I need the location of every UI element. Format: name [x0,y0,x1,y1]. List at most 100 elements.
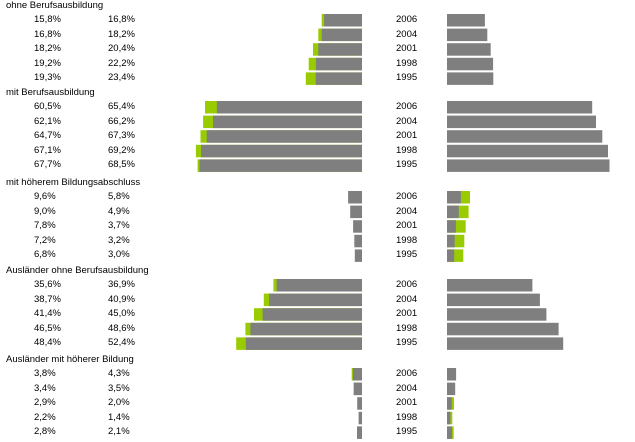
value-label-2: 3,0% [108,249,130,261]
year-label: 1995 [396,426,418,438]
left-bar [250,322,362,336]
year-label: 2001 [396,130,418,142]
left-bar [269,293,362,307]
value-label-2: 22,2% [108,57,135,69]
value-label-2: 3,7% [108,220,130,232]
right-bar [447,293,540,307]
group-title: ohne Berufsausbildung [6,0,104,11]
year-label: 1995 [396,249,418,261]
value-label-1: 38,7% [34,293,61,305]
value-label-2: 18,2% [108,28,135,40]
value-label-2: 4,3% [108,368,130,379]
value-label-1: 9,0% [34,205,56,217]
right-bar [447,205,459,219]
right-bar [447,130,603,143]
left-bar [318,43,362,56]
value-label-1: 19,2% [34,57,61,69]
value-label-2: 45,0% [108,308,135,320]
value-label-1: 2,2% [34,411,56,423]
value-label-2: 69,2% [108,144,135,156]
right-bar [447,14,485,27]
year-label: 1998 [396,322,418,334]
value-label-2: 52,4% [108,337,135,349]
year-label: 2006 [396,14,418,25]
left-bar [358,411,362,425]
value-label-1: 46,5% [34,322,61,334]
year-label: 2004 [396,205,418,217]
value-label-2: 36,9% [108,279,135,290]
left-bar [353,220,362,233]
right-bar [447,368,457,381]
value-label-1: 16,8% [34,28,61,40]
year-label: 2006 [396,279,418,290]
group-title: Ausländer mit höherer Bildung [6,354,134,365]
value-label-1: 64,7% [34,130,61,142]
value-label-2: 2,1% [108,426,130,438]
right-bar [447,72,494,85]
year-label: 1998 [396,234,418,246]
value-label-1: 2,9% [34,397,56,409]
left-bar [324,14,362,27]
value-label-2: 5,8% [108,191,130,202]
value-label-1: 67,1% [34,144,61,156]
value-label-1: 41,4% [34,308,61,320]
year-label: 2001 [396,43,418,55]
value-label-2: 23,4% [108,72,135,84]
group-title: mit höherem Bildungsabschluss [6,177,141,188]
year-label: 2004 [396,115,418,127]
value-label-1: 7,2% [34,234,56,246]
left-bar [262,308,362,321]
year-label: 2004 [396,293,418,305]
value-label-1: 62,1% [34,115,61,127]
year-label: 1995 [396,72,418,84]
right-bar [447,101,593,114]
year-label: 2001 [396,220,418,232]
value-label-1: 35,6% [34,279,61,290]
left-bar [276,279,362,292]
value-label-2: 20,4% [108,43,135,55]
right-bar [447,279,533,292]
right-bar [447,322,559,336]
left-bar [321,28,362,42]
left-bar [353,382,362,396]
year-label: 2006 [396,368,418,379]
right-bar [447,382,456,396]
left-bar [357,426,362,439]
right-bar [447,191,461,204]
left-bar [315,72,362,85]
left-bar [201,144,362,158]
value-label-2: 1,4% [108,411,130,423]
left-bar [354,249,362,262]
right-bar [447,411,451,425]
left-bar [213,115,362,129]
value-label-2: 65,4% [108,101,135,112]
value-label-1: 19,3% [34,72,61,84]
value-label-1: 67,7% [34,159,61,171]
right-bar [447,426,452,439]
year-label: 2006 [396,101,418,112]
year-label: 1998 [396,57,418,69]
group-title: mit Berufsausbildung [6,87,95,98]
left-bar [354,234,362,248]
right-bar [447,144,608,158]
right-bar [447,28,488,42]
year-label: 2004 [396,28,418,40]
left-bar [216,101,362,114]
year-label: 2001 [396,397,418,409]
value-label-1: 48,4% [34,337,61,349]
value-label-2: 68,5% [108,159,135,171]
year-label: 2001 [396,308,418,320]
value-label-1: 2,8% [34,426,56,438]
right-bar [447,159,610,172]
left-bar [206,130,362,143]
left-bar [315,57,362,71]
year-label: 1995 [396,159,418,171]
year-label: 1995 [396,337,418,349]
value-label-2: 48,6% [108,322,135,334]
value-label-2: 66,2% [108,115,135,127]
value-label-1: 15,8% [34,14,61,25]
value-label-1: 3,8% [34,368,56,379]
right-bar [447,308,547,321]
year-label: 1998 [396,144,418,156]
value-label-1: 6,8% [34,249,56,261]
